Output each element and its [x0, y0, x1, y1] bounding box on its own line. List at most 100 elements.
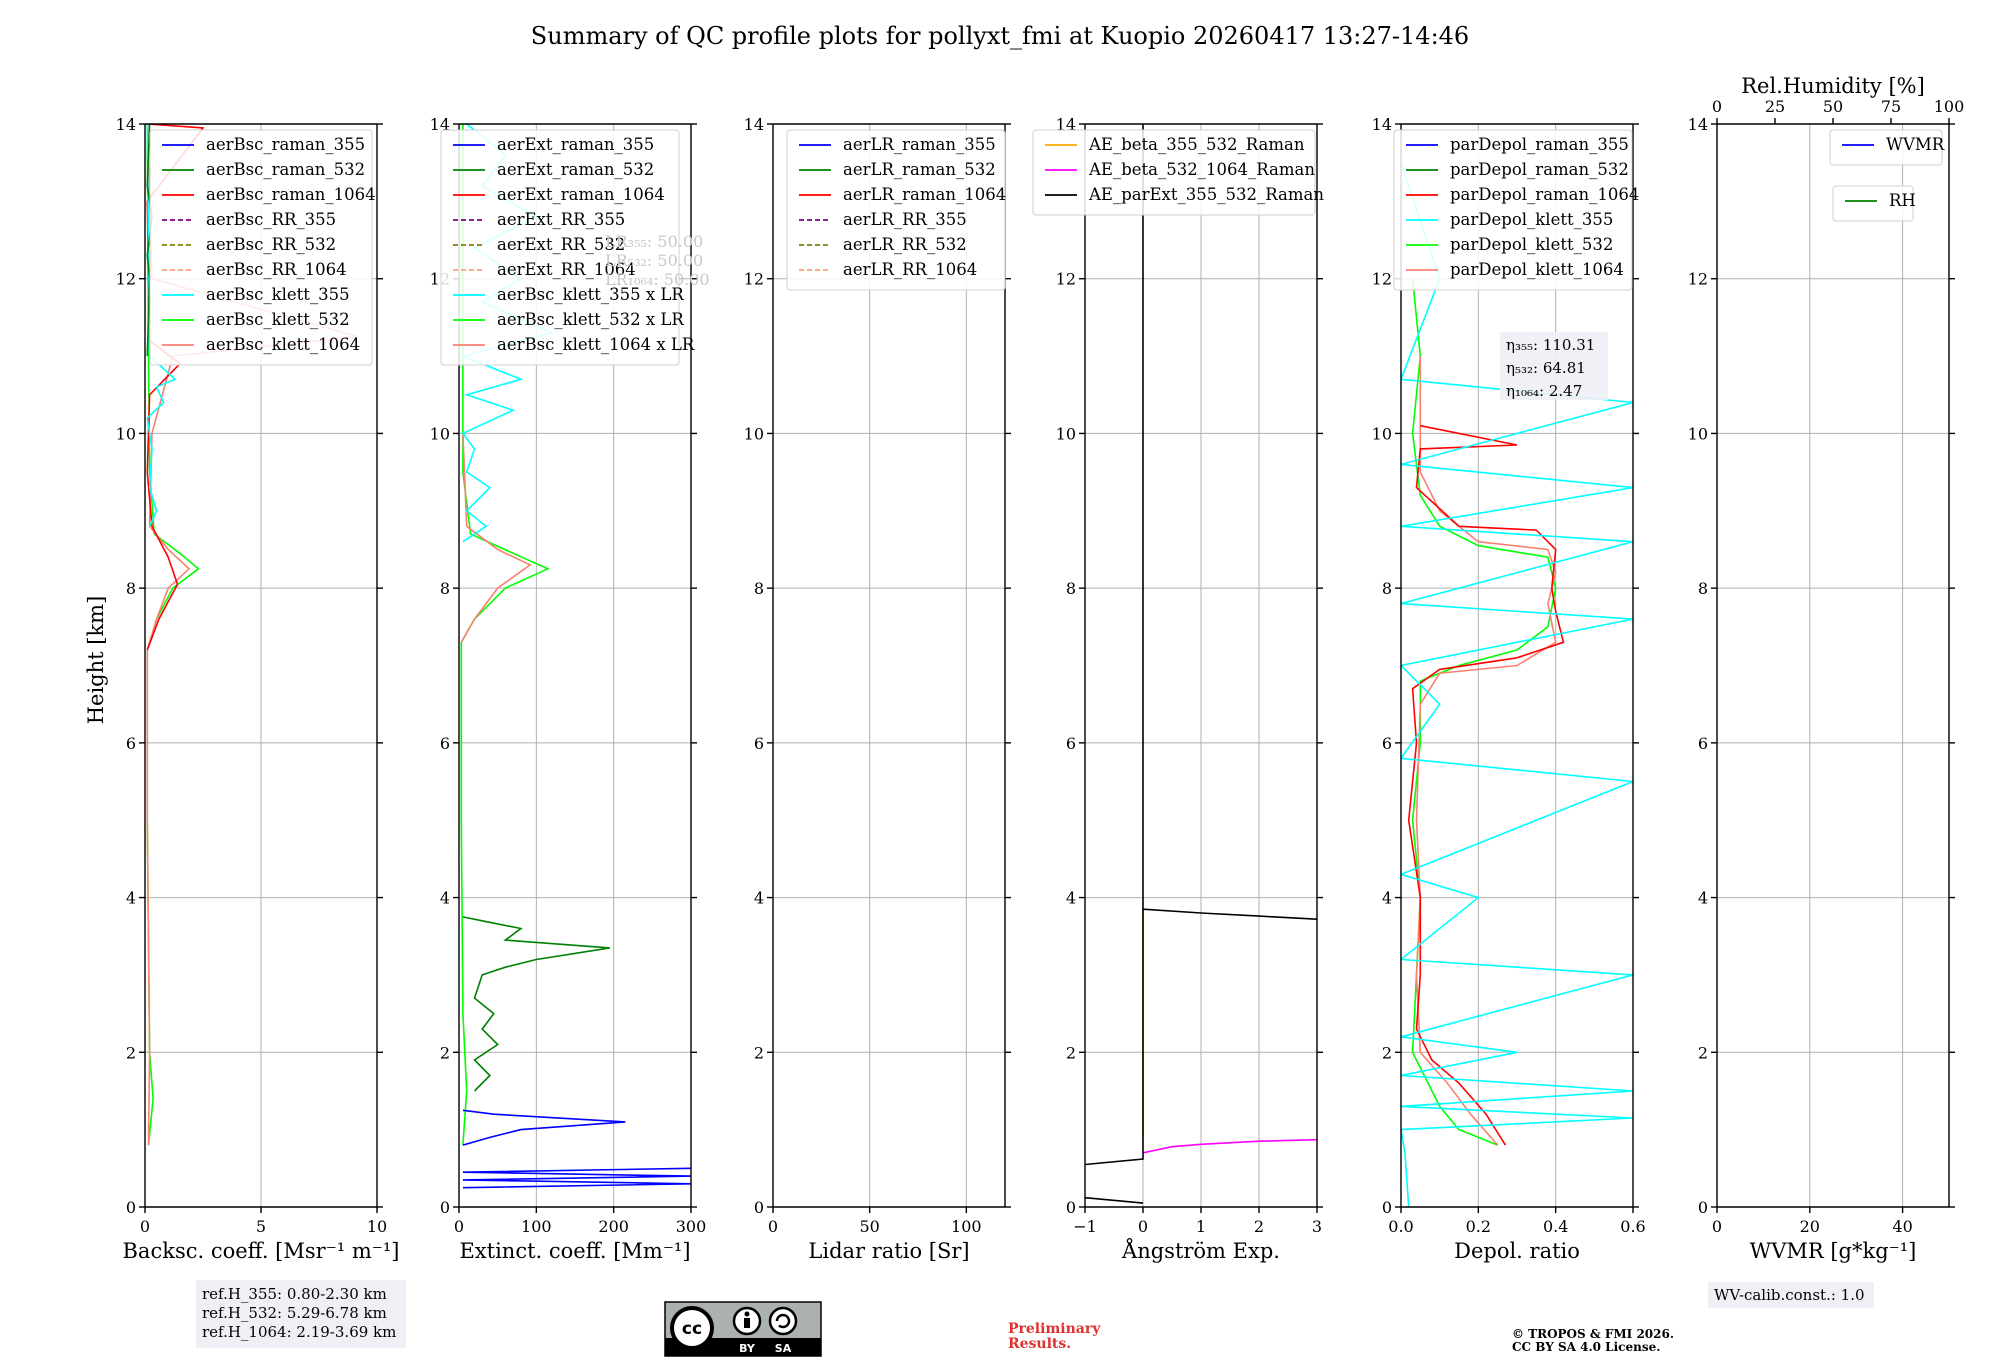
- ytick-label-3: 6: [754, 734, 764, 753]
- ytick-label-4: 8: [1382, 579, 1392, 598]
- series-pardepol-klett-355: [1401, 162, 1633, 1207]
- legend-frame: [440, 129, 680, 366]
- xtick-label-0: 0: [454, 1217, 464, 1236]
- xtick-label-1: 20: [1800, 1217, 1820, 1236]
- ytick-label-1: 2: [1698, 1043, 1708, 1062]
- xtick-label-2: 10: [367, 1217, 387, 1236]
- legend-label-1: aerExt_raman_532: [497, 160, 654, 179]
- panel-depol: 0 2 4 6 8 10 12 14 0.0 0.2 0.4 0.6 Depol. ratio parDe…: [1372, 115, 1646, 1263]
- xtick-label-0: 0: [140, 1217, 150, 1236]
- xtick-label-3: 0.6: [1620, 1217, 1645, 1236]
- annotation-text-0: η₃₅₅: 110.31: [1506, 336, 1595, 354]
- by-icon-body: [744, 1318, 750, 1328]
- by-icon-head: [744, 1311, 750, 1317]
- legend-label-3: parDepol_klett_355: [1450, 210, 1613, 229]
- ytick-label-2: 4: [126, 889, 136, 908]
- ytick-label-6: 12: [116, 270, 136, 289]
- ytick-label-0: 0: [1382, 1198, 1392, 1217]
- ytick-label-3: 6: [1382, 734, 1392, 753]
- legend-label-4: parDepol_klett_532: [1450, 235, 1613, 254]
- series-pardepol-klett-1064: [1415, 356, 1557, 1146]
- ytick-label-7: 14: [1056, 115, 1076, 134]
- series-ae-beta-532-1064-raman: [1142, 1138, 1317, 1154]
- xtick-label-1: 100: [521, 1217, 552, 1236]
- legend-label-0: aerLR_raman_355: [843, 135, 996, 154]
- ytick-label-2: 4: [1698, 889, 1708, 908]
- series-aerbsc-klett-532-x-lr: [460, 124, 550, 1146]
- legend-label-2: aerExt_raman_1064: [497, 185, 665, 204]
- legend-frame: [1393, 129, 1633, 291]
- series-group: [1085, 124, 1317, 1204]
- ytick-label-7: 14: [1372, 115, 1392, 134]
- ytick-label-7: 14: [116, 115, 136, 134]
- ytick-label-4: 8: [754, 579, 764, 598]
- series-aerext-raman-355-low: [462, 1167, 691, 1189]
- top-xtick-label-3: 75: [1881, 97, 1901, 116]
- xtick-label-3: 2: [1254, 1217, 1264, 1236]
- legend-label-1: aerBsc_raman_532: [206, 160, 365, 179]
- panel-bsc: 0 2 4 6 8 10 12 14 0 5 10 Backsc. coeff. [Msr⁻¹ m⁻¹…: [116, 115, 400, 1263]
- ytick-label-3: 6: [1066, 734, 1076, 753]
- xtick-label-2: 100: [951, 1217, 982, 1236]
- ytick-label-6: 12: [1688, 270, 1708, 289]
- preliminary-label-1: Preliminary: [1008, 1321, 1101, 1337]
- legend-label-6: aerBsc_klett_355: [206, 285, 350, 304]
- x-axis-label: Ångström Exp.: [1121, 1238, 1280, 1263]
- ytick-label-6: 12: [1056, 270, 1076, 289]
- xtick-label-2: 200: [598, 1217, 629, 1236]
- legend-label-3: aerExt_RR_355: [497, 210, 625, 229]
- series-pardepol-klett-532: [1411, 278, 1557, 1146]
- ytick-label-1: 2: [126, 1043, 136, 1062]
- legend-frame: [786, 129, 1006, 291]
- figure-title: Summary of QC profile plots for pollyxt_…: [531, 22, 1469, 50]
- legend-depol: parDepol_raman_355 parDepol_raman_532 parD…: [1393, 129, 1639, 291]
- sa-icon: [768, 1306, 798, 1336]
- ytick-label-2: 4: [440, 889, 450, 908]
- top-x-axis-label: Rel.Humidity [%]: [1741, 74, 1925, 98]
- legend-label-5: aerBsc_RR_1064: [206, 260, 347, 279]
- legend-label-0: aerExt_raman_355: [497, 135, 654, 154]
- annotation-bg: [1500, 332, 1608, 400]
- xtick-label-2: 0.4: [1543, 1217, 1568, 1236]
- ytick-label-4: 8: [126, 579, 136, 598]
- ytick-label-0: 0: [754, 1198, 764, 1217]
- ytick-label-5: 10: [116, 424, 136, 443]
- annotation-text-2: η₁₀₆₄: 2.47: [1506, 382, 1582, 400]
- ytick-label-1: 2: [1066, 1043, 1076, 1062]
- annotation-text-0: LR₃₅₅: 50.00: [605, 232, 703, 251]
- x-axis-label: Lidar ratio [Sr]: [808, 1239, 969, 1263]
- cc-icon-text: cc: [682, 1319, 702, 1339]
- legend-label-8: aerBsc_klett_1064: [206, 335, 360, 354]
- series-aerbsc-klett-355: [146, 124, 177, 527]
- legend-wv-rh: RH: [1832, 185, 1916, 222]
- ytick-label-5: 10: [1688, 424, 1708, 443]
- xtick-label-2: 1: [1196, 1217, 1206, 1236]
- legend-label-0: parDepol_raman_355: [1450, 135, 1629, 154]
- ytick-label-1: 2: [440, 1043, 450, 1062]
- ytick-label-7: 14: [1688, 115, 1708, 134]
- legend-label-2: aerLR_raman_1064: [843, 185, 1006, 204]
- xtick-label-2: 40: [1892, 1217, 1912, 1236]
- ytick-label-1: 2: [1382, 1043, 1392, 1062]
- ref-heights-box: ref.H_355: 0.80-2.30 km ref.H_532: 5.29-…: [196, 1280, 406, 1348]
- ytick-label-7: 14: [430, 115, 450, 134]
- xtick-label-0: 0.0: [1388, 1217, 1413, 1236]
- by-label: BY: [739, 1342, 756, 1355]
- ytick-label-1: 2: [754, 1043, 764, 1062]
- legend-label-5: aerLR_RR_1064: [843, 260, 977, 279]
- cc-icon: [670, 1306, 714, 1350]
- cc-license-badge[interactable]: cc BY SA: [664, 1301, 822, 1357]
- series-aerext-raman-355: [462, 1109, 626, 1146]
- annotation-depol: η₃₅₅: 110.31 η₅₃₂: 64.81 η₁₀₆₄: 2.47: [1500, 332, 1608, 400]
- legend-wv: WVMR: [1829, 129, 1945, 166]
- ytick-label-6: 12: [1372, 270, 1392, 289]
- x-axis-label: Backsc. coeff. [Msr⁻¹ m⁻¹]: [123, 1239, 400, 1263]
- legend-bsc: aerBsc_raman_355 aerBsc_raman_532 aerBsc_r…: [149, 129, 376, 366]
- xtick-label-1: 50: [859, 1217, 879, 1236]
- legend-label-1: parDepol_raman_532: [1450, 160, 1629, 179]
- ytick-label-5: 10: [744, 424, 764, 443]
- ytick-label-0: 0: [1698, 1198, 1708, 1217]
